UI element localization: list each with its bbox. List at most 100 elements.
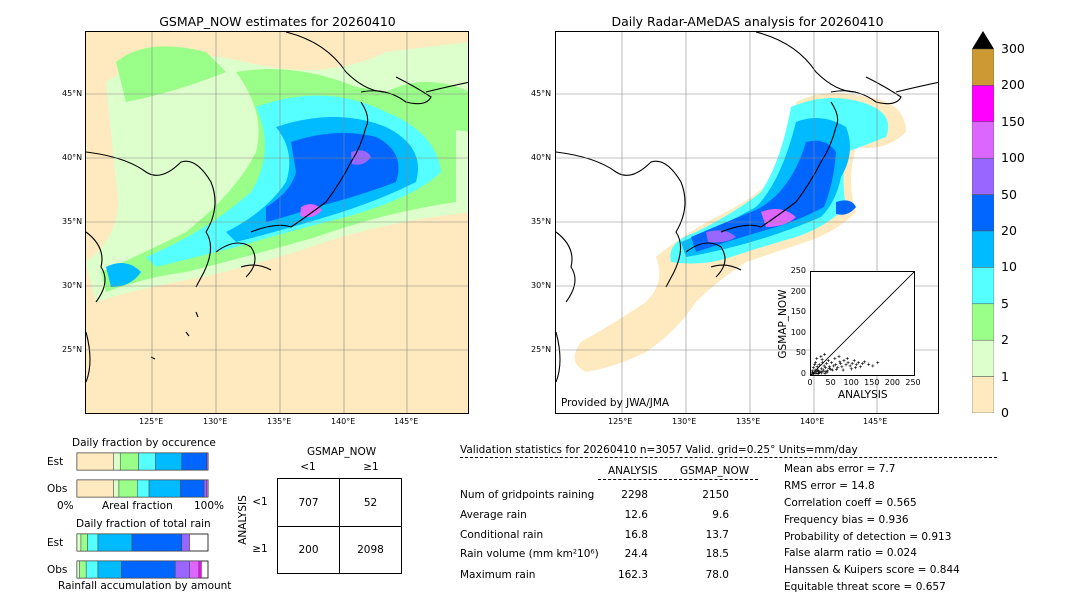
rainfall-segment [76, 560, 80, 579]
scatter-point [825, 361, 829, 365]
occurrence-segment [76, 479, 114, 498]
contingency-table: 707 52 200 2098 [277, 478, 402, 574]
score-mae: Mean abs error = 7.7 [784, 463, 896, 475]
left-precip-map [86, 32, 468, 413]
scatter-point [848, 364, 852, 368]
scatter-point [876, 361, 880, 365]
scatter-point [856, 361, 860, 365]
rainfall-segment [131, 533, 183, 552]
cell-lt1-lt1: 707 [298, 497, 319, 509]
right-lon-140: 140°E [800, 417, 825, 426]
cell-lt1-ge1: 52 [363, 497, 378, 509]
left-map-title: GSMAP_NOW estimates for 20260410 [159, 14, 396, 29]
occurrence-bars [76, 452, 209, 498]
stats-col-rule [598, 479, 758, 480]
right-coastlines [556, 32, 938, 383]
occurrence-segment [148, 479, 181, 498]
stat-analysis-conditional: 16.8 [624, 529, 648, 541]
scatter-ylabel: GSMAP_NOW [777, 289, 789, 359]
score-rmse: RMS error = 14.8 [784, 480, 875, 492]
scatter-point [853, 366, 857, 370]
colorbar-label: 300 [1001, 41, 1025, 56]
stat-analysis-volume: 24.4 [624, 548, 648, 560]
rainfall-segment [87, 533, 99, 552]
colorbar [971, 31, 995, 414]
colorbar-label: 200 [1001, 77, 1025, 93]
rainfall-segment [97, 560, 122, 579]
occurrence-segment [76, 452, 114, 471]
contingency-col-ge1: ≥1 [363, 461, 379, 473]
right-lat-30: 30°N [531, 281, 552, 290]
scatter-point [820, 357, 824, 361]
scatter-point [825, 370, 829, 374]
scatter-x-tick: 150 [864, 378, 880, 387]
stat-label-maximum: Maximum rain [460, 569, 536, 581]
colorbar-swatch [971, 339, 995, 377]
left-lon-130: 130°E [203, 417, 228, 426]
colorbar-swatch [971, 194, 995, 232]
colorbar-swatches [971, 31, 995, 414]
right-lat-35: 35°N [531, 217, 552, 226]
rainfall-bars [76, 533, 209, 579]
scatter-diagonal [810, 271, 915, 376]
contingency-title: GSMAP_NOW [307, 446, 377, 458]
scatter-x-tick: 50 [825, 378, 836, 387]
scatter-point [837, 354, 841, 358]
rainfall-segment [181, 533, 190, 552]
colorbar-swatch [971, 267, 995, 305]
left-coastlines [86, 32, 468, 383]
scatter-y-tick: 250 [790, 266, 806, 275]
scatter-point [811, 366, 815, 370]
scatter-point [846, 361, 850, 365]
stat-label-volume: Rain volume (mm km²10⁶) [460, 548, 599, 560]
stat-label-average: Average rain [460, 509, 527, 521]
contingency-col-lt1: <1 [300, 461, 316, 473]
right-precip-map [556, 32, 938, 413]
scatter-point [810, 369, 814, 373]
rainfall-segment [189, 560, 200, 579]
scatter-point [816, 372, 820, 376]
stat-label-conditional: Conditional rain [460, 529, 544, 541]
scatter-point [823, 366, 827, 370]
scatter-point [819, 354, 823, 358]
rainfall-segment [198, 560, 202, 579]
occurrence-segment [206, 452, 209, 471]
score-correlation: Correlation coeff = 0.565 [784, 497, 917, 509]
scatter-point [836, 366, 840, 370]
scatter-y-tick: 100 [790, 327, 806, 337]
rainfall-segment [121, 560, 176, 579]
scatter-point [863, 360, 867, 364]
scatter-point [830, 368, 834, 372]
occurrence-est-label: Est [47, 456, 64, 468]
stat-gsmap-gridpoints: 2150 [702, 489, 729, 501]
left-precip-fields [86, 42, 468, 302]
occurrence-segment [180, 479, 205, 498]
left-lat-35: 35°N [62, 217, 83, 226]
rainfall-segment [80, 533, 88, 552]
right-lon-130: 130°E [672, 417, 697, 426]
scatter-point [858, 365, 862, 369]
scatter-x-tick: 100 [843, 378, 859, 387]
right-lon-135: 135°E [736, 417, 761, 426]
colorbar-swatch [971, 376, 995, 414]
scatter-point [850, 361, 854, 365]
stat-analysis-average: 12.6 [624, 509, 648, 521]
stats-col-analysis: ANALYSIS [608, 465, 658, 477]
colorbar-swatch [971, 303, 995, 341]
stat-analysis-maximum: 162.3 [617, 569, 648, 581]
scatter-x-tick: 250 [905, 378, 921, 387]
colorbar-extend-arrow [972, 31, 994, 49]
scatter-point [839, 361, 843, 365]
colorbar-label: 10 [1001, 259, 1017, 275]
left-lat-30: 30°N [62, 281, 83, 290]
scatter-point [816, 368, 820, 372]
scatter-plot [810, 271, 915, 376]
scatter-point [814, 361, 818, 365]
occurrence-segment [113, 452, 121, 471]
score-pod: Probability of detection = 0.913 [784, 531, 952, 543]
stats-header: Validation statistics for 20260410 n=305… [460, 444, 858, 456]
stat-gsmap-conditional: 13.7 [705, 529, 729, 541]
rainfall-segment [175, 560, 190, 579]
scatter-x-tick: 200 [884, 378, 901, 387]
left-lon-125: 125°E [139, 417, 164, 426]
